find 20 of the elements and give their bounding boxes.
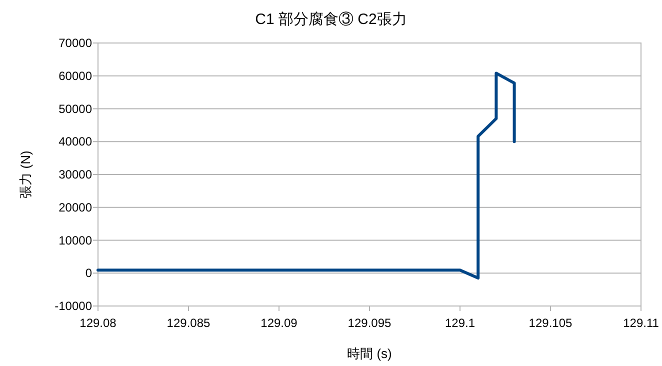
y-tick-label: 10000	[58, 233, 92, 248]
y-tick-label: 50000	[58, 102, 92, 116]
line-series	[96, 72, 516, 280]
x-axis-title: 時間 (s)	[347, 346, 392, 361]
x-tick-label: 129.09	[260, 316, 298, 330]
y-tick-label: 70000	[58, 36, 92, 50]
chart-title: C1 部分腐食③ C2張力	[255, 11, 407, 28]
y-tick-label: 30000	[58, 168, 92, 182]
x-tick-label: 129.105	[528, 316, 573, 330]
x-tick-label: 129.1	[444, 316, 476, 330]
y-tick-label: 40000	[58, 134, 92, 149]
x-tick-label: 129.095	[348, 316, 392, 330]
y-tick-label: 60000	[58, 68, 92, 83]
y-tick-label: -10000	[54, 299, 92, 313]
y-axis-title: 張力 (N)	[18, 150, 33, 198]
x-tick-label: 129.085	[166, 316, 211, 330]
x-tick-label: 129.08	[80, 316, 117, 330]
y-tick-label: 20000	[58, 200, 92, 214]
y-tick-label: 0	[85, 266, 92, 280]
x-tick-label: 129.11	[623, 316, 660, 330]
